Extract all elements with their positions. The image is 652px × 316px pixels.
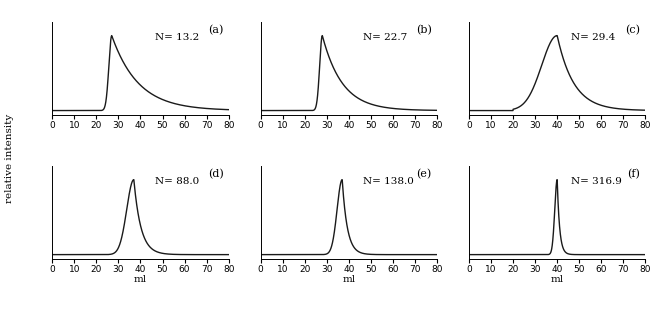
Text: N= 316.9: N= 316.9 xyxy=(571,177,622,186)
Text: (b): (b) xyxy=(416,25,432,35)
X-axis label: ml: ml xyxy=(134,275,147,284)
Text: (c): (c) xyxy=(625,25,640,35)
X-axis label: ml: ml xyxy=(551,275,564,284)
Text: N= 13.2: N= 13.2 xyxy=(155,33,199,42)
Text: (e): (e) xyxy=(417,169,432,179)
Text: (f): (f) xyxy=(627,169,640,179)
Text: N= 88.0: N= 88.0 xyxy=(155,177,199,186)
Text: N= 22.7: N= 22.7 xyxy=(363,33,408,42)
Text: (d): (d) xyxy=(208,169,224,179)
X-axis label: ml: ml xyxy=(342,275,355,284)
Text: N= 29.4: N= 29.4 xyxy=(571,33,615,42)
Text: relative intensity: relative intensity xyxy=(5,113,14,203)
Text: N= 138.0: N= 138.0 xyxy=(363,177,414,186)
Text: (a): (a) xyxy=(208,25,224,35)
